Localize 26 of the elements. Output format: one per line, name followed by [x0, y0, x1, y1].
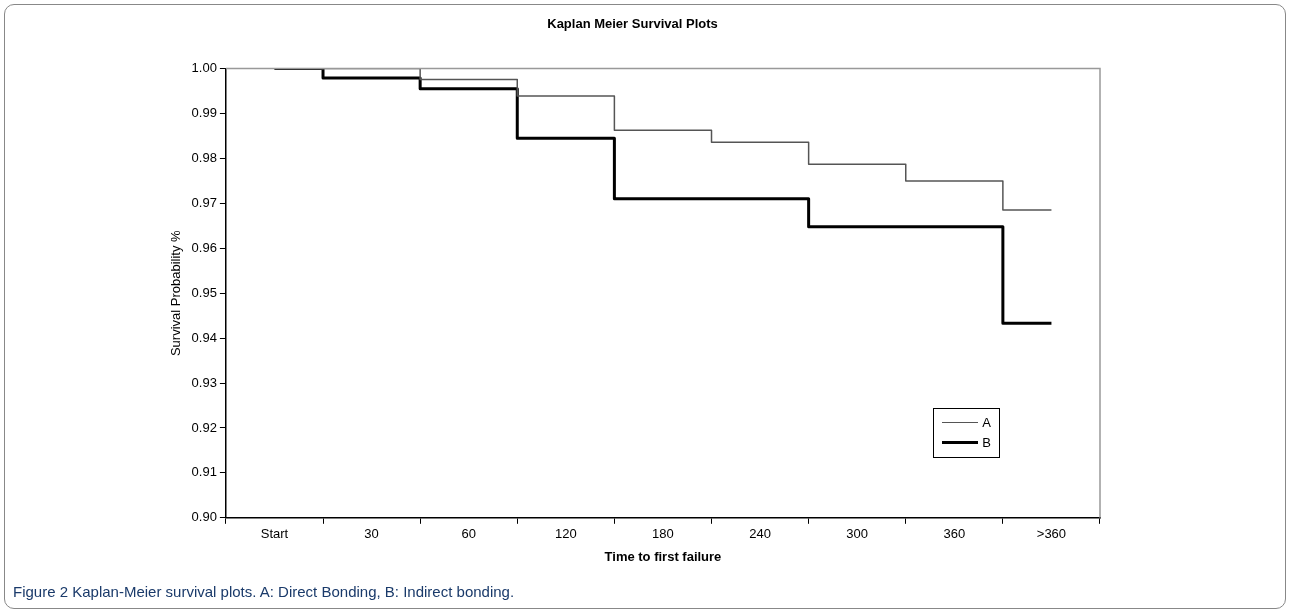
legend-label: B	[982, 435, 991, 451]
y-tick-label: 1.00	[191, 60, 217, 76]
y-tick-label: 0.99	[191, 105, 217, 121]
y-tick-label: 0.90	[191, 509, 217, 525]
x-axis-title: Time to first failure	[604, 548, 722, 564]
y-tick-label: 0.92	[191, 419, 217, 435]
chart-title: Kaplan Meier Survival Plots	[547, 16, 718, 32]
y-tick-label: 0.91	[191, 464, 217, 480]
y-tick-label: 0.98	[191, 150, 217, 166]
x-tick-label: 60	[461, 526, 476, 542]
legend-label: A	[982, 415, 991, 431]
y-tick-label: 0.95	[191, 284, 217, 300]
y-tick-label: 0.96	[191, 239, 217, 255]
x-tick-label: 240	[749, 526, 771, 542]
y-axis-title: Survival Probability %	[168, 229, 184, 357]
caption: Figure 2 Kaplan-Meier survival plots. A: Direct Bonding, B: Indirect bonding.	[13, 583, 515, 600]
x-tick-label: 300	[846, 526, 869, 542]
y-tick-label: 0.93	[191, 374, 217, 390]
x-tick-label: 30	[364, 526, 379, 542]
x-tick-label: 360	[943, 526, 966, 542]
x-tick-label: 120	[554, 526, 577, 542]
x-tick-label: 180	[652, 526, 674, 542]
y-tick-label: 0.97	[191, 194, 217, 210]
x-tick-label: Start	[260, 526, 289, 542]
y-tick-label: 0.94	[191, 329, 217, 345]
x-tick-label: >360	[1036, 526, 1067, 542]
